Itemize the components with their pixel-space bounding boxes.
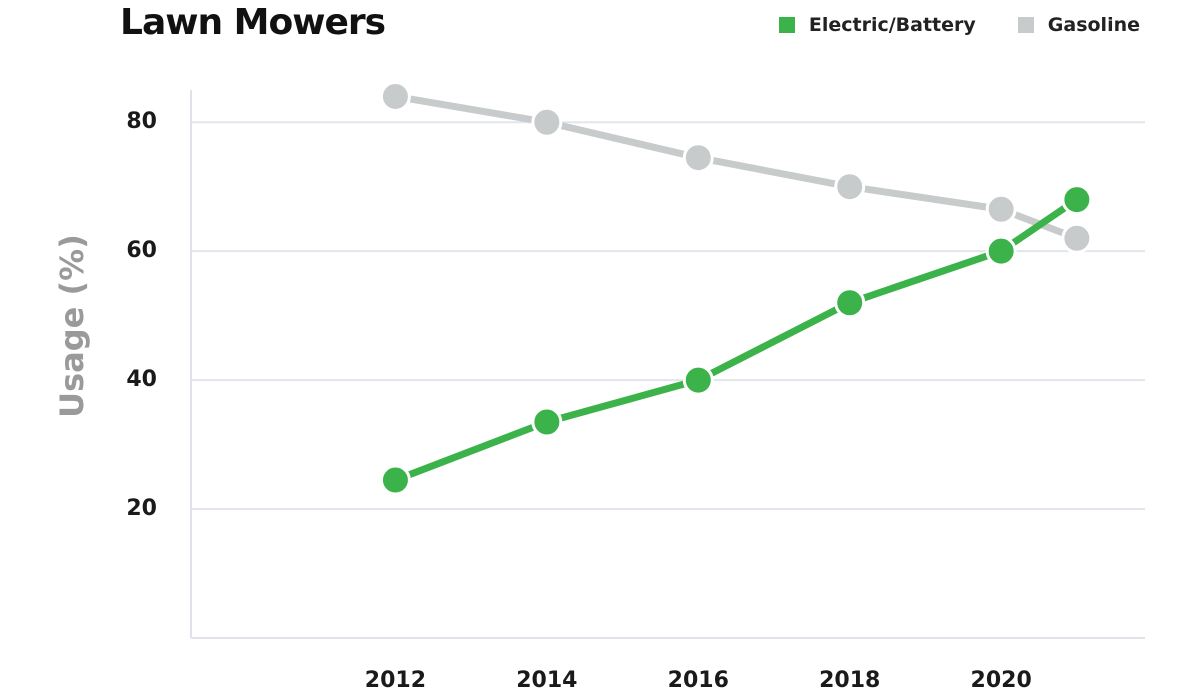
y-axis-title: Usage (%) — [53, 234, 91, 418]
x-tick-label: 2018 — [819, 668, 880, 693]
data-point-gasoline — [531, 106, 563, 138]
data-point-electric — [379, 464, 411, 496]
series — [379, 80, 1093, 496]
x-tick-label: 2012 — [365, 668, 426, 693]
x-tick-labels: 2012 2014 2016 2018 2020 — [365, 668, 1032, 693]
data-point-electric — [985, 235, 1017, 267]
data-point-gasoline — [379, 80, 411, 112]
y-tick-label: 40 — [126, 367, 157, 392]
grid-lines — [191, 121, 1145, 511]
data-point-gasoline — [834, 171, 866, 203]
legend-swatch-gasoline — [1017, 17, 1034, 33]
x-tick-label: 2014 — [516, 668, 577, 693]
y-tick-label: 20 — [126, 496, 157, 521]
series-line-gasoline — [391, 92, 1081, 242]
data-point-electric — [1061, 184, 1093, 216]
y-tick-label: 80 — [126, 109, 157, 134]
data-point-gasoline — [1061, 222, 1093, 254]
series-electric — [379, 184, 1093, 496]
y-tick-label: 60 — [126, 238, 157, 263]
legend-item-gasoline: Gasoline — [1017, 14, 1140, 36]
data-point-electric — [682, 364, 714, 396]
series-line-electric — [391, 196, 1081, 484]
y-tick-labels: 20 40 60 80 — [126, 109, 157, 521]
axes — [190, 90, 1145, 639]
chart-title: Lawn Mowers — [120, 2, 386, 43]
data-point-gasoline — [985, 193, 1017, 225]
data-point-electric — [834, 287, 866, 319]
x-tick-label: 2016 — [668, 668, 729, 693]
x-tick-label: 2020 — [971, 668, 1032, 693]
legend: Electric/Battery Gasoline — [737, 14, 1140, 36]
legend-swatch-electric — [778, 17, 795, 33]
data-point-electric — [531, 406, 563, 438]
series-gasoline — [379, 80, 1093, 254]
legend-item-electric: Electric/Battery — [778, 14, 976, 36]
legend-label-electric: Electric/Battery — [808, 14, 976, 36]
legend-label-gasoline: Gasoline — [1047, 14, 1140, 36]
data-point-gasoline — [682, 142, 714, 174]
